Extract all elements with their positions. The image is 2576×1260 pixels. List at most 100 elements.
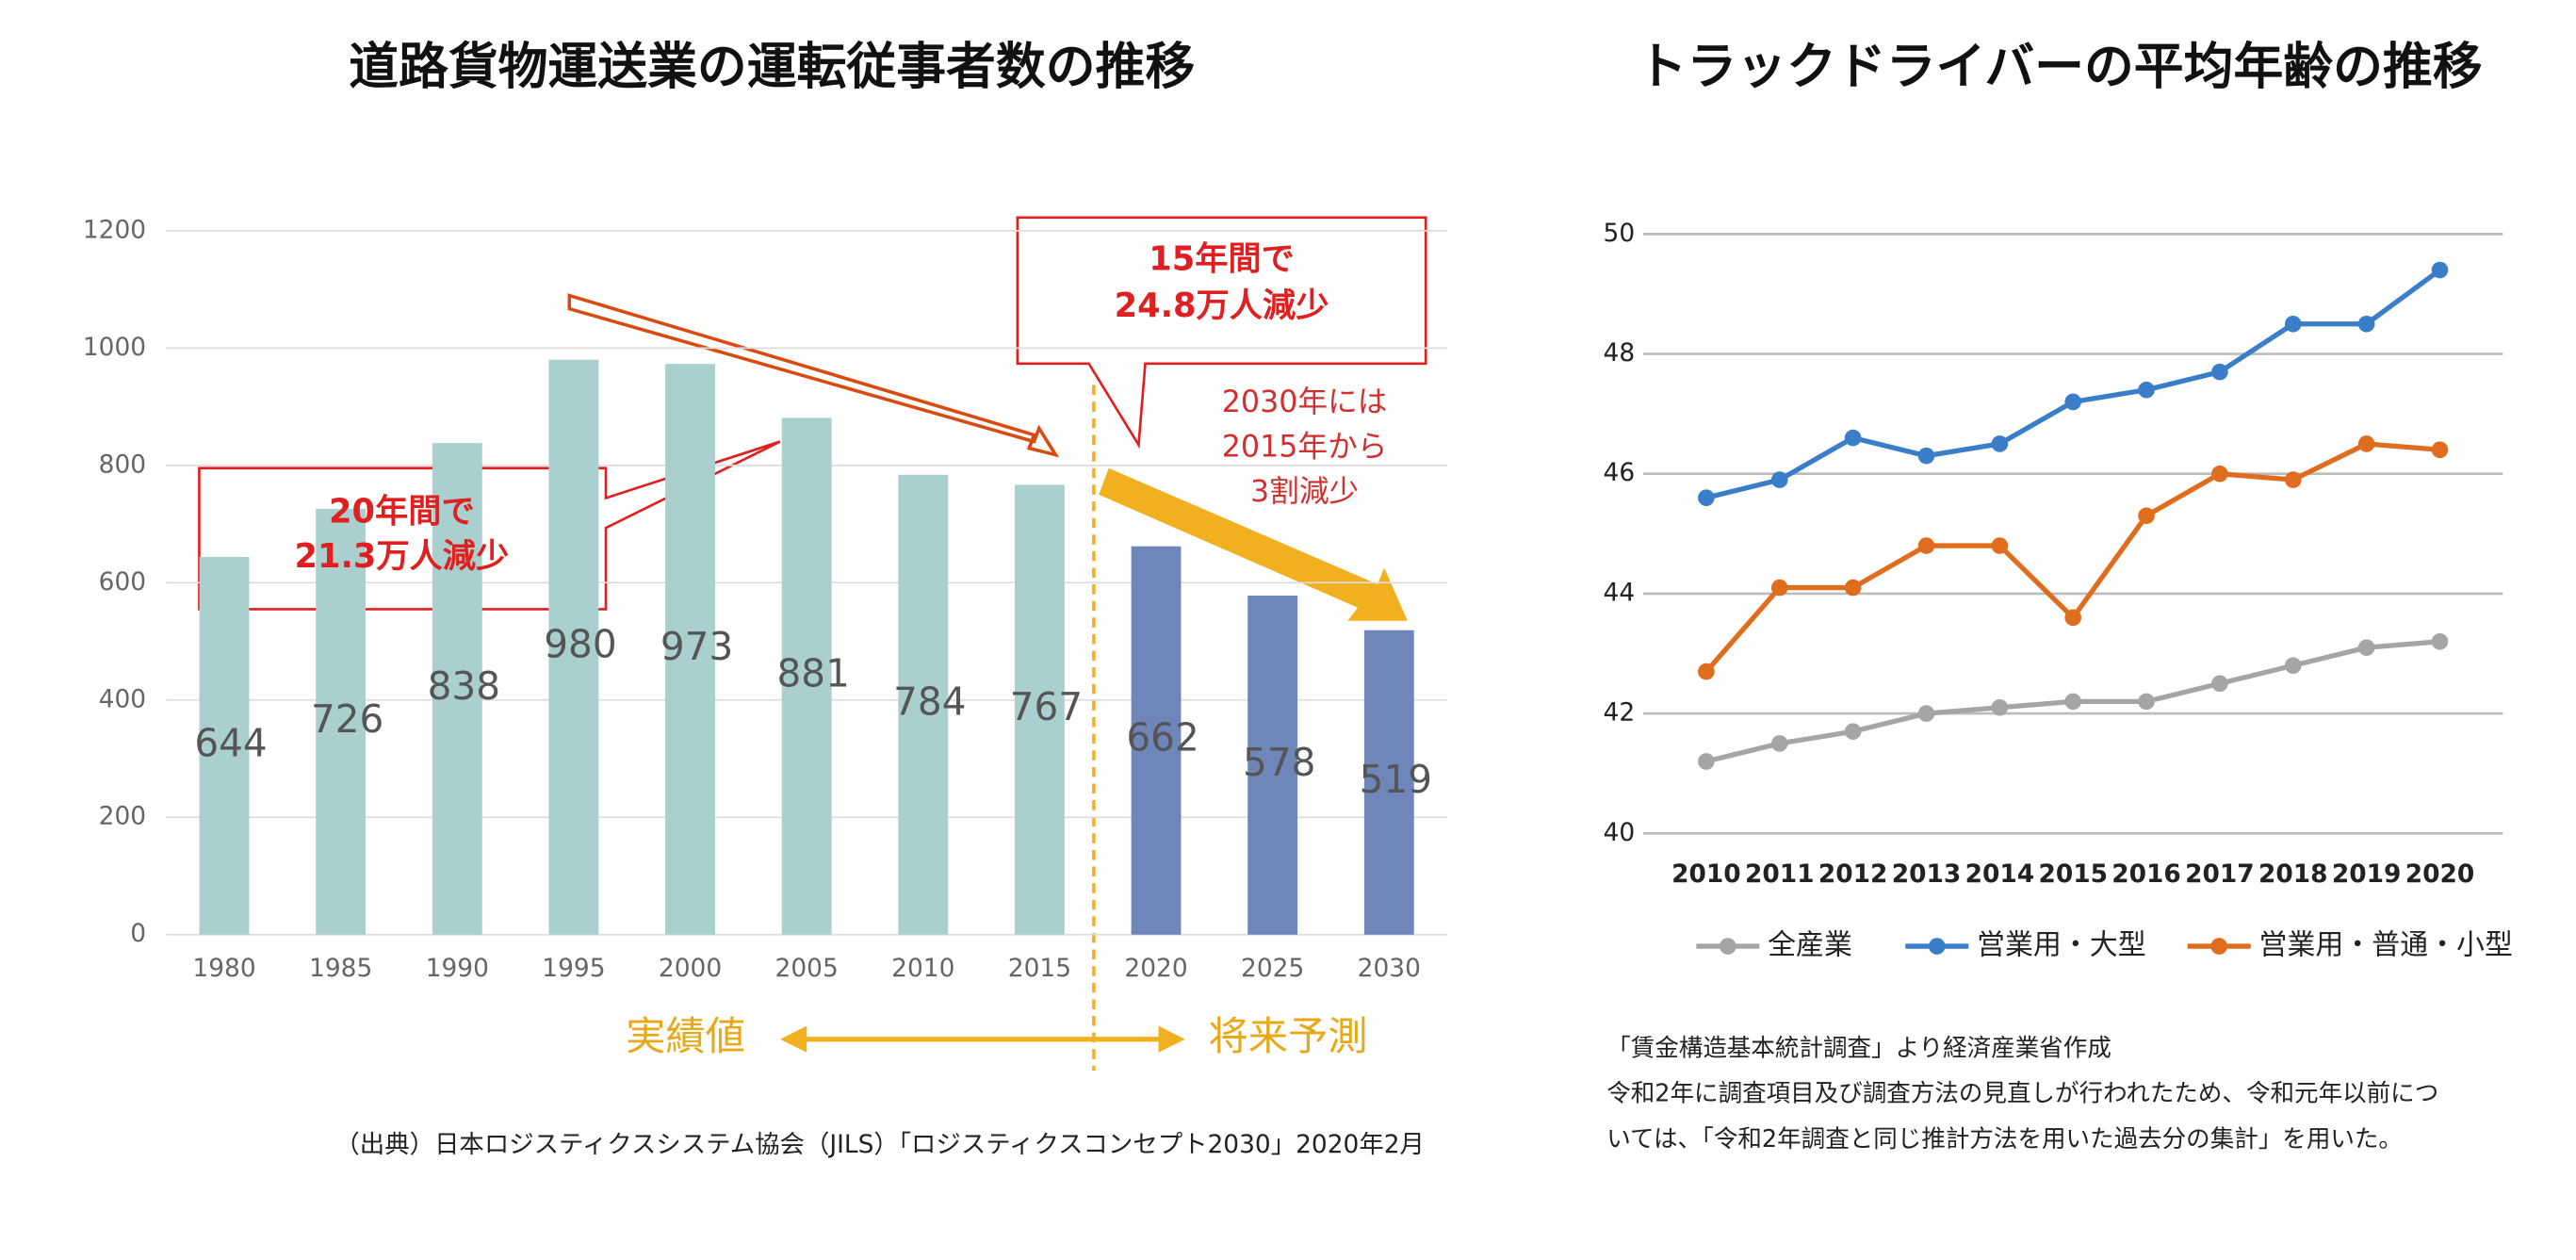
x-tick-label: 2016 [2111,859,2180,889]
bar [1014,484,1065,935]
value-label: 644 [194,720,267,765]
y-tick-label: 42 [1604,698,1636,728]
x-tick-label: 2017 [2185,859,2255,889]
x-tick-label: 2020 [2405,859,2475,889]
point [2211,363,2228,381]
value-label: 726 [311,696,383,742]
point [2431,632,2449,650]
point [1844,429,1862,447]
point [2431,261,2449,279]
x-tick-label: 2014 [1965,859,2035,889]
point [2064,393,2082,411]
point [2138,693,2155,711]
bar [898,474,949,935]
point [1770,579,1788,597]
value-label: 767 [1010,684,1083,729]
x-tick-label: 2019 [2332,859,2401,889]
point [1917,705,1935,722]
bar [1363,630,1414,935]
bar [316,508,367,935]
point [2284,657,2302,675]
y-tick-label: 50 [1604,219,1636,248]
value-label: 784 [893,679,966,725]
note: 「賃金構造基本統計調査」より経済産業省作成 [1606,1034,2111,1062]
bar [199,556,250,935]
x-tick-label: 2012 [1818,859,1888,889]
value-label: 980 [544,622,616,667]
x-tick-label: 2000 [659,954,722,983]
bar [1131,546,1182,935]
point [1991,537,2009,554]
x-tick-label: 1985 [309,954,372,983]
y-tick-label: 48 [1604,338,1636,368]
point [2211,675,2228,693]
value-label: 973 [660,624,733,669]
y-tick-label: 1200 [83,215,146,244]
legend-label: 営業用・大型 [1977,929,2146,962]
annotation: 3割減少 [1250,475,1359,509]
callout-box [1016,216,1427,450]
note: いては、「令和2年調査と同じ推計方法を用いた過去分の集計」を用いた。 [1606,1125,2403,1154]
point [1991,435,2009,452]
hollow-arrow [567,293,1060,458]
y-tick-label: 400 [99,684,146,713]
point [1991,698,2009,716]
y-tick-label: 0 [130,919,146,948]
x-tick-label: 2015 [2038,859,2108,889]
x-tick-label: 2005 [775,954,839,983]
y-tick-label: 40 [1604,818,1636,847]
point [1844,579,1862,597]
x-tick-label: 2030 [1358,954,1421,983]
y-tick-label: 1000 [83,333,146,362]
legend-label: 全産業 [1768,929,1852,962]
x-tick-label: 1990 [426,954,489,983]
x-tick-label: 2025 [1241,954,1304,983]
point [1917,537,1935,554]
point [1698,663,1715,680]
x-tick-label: 2020 [1124,954,1187,983]
value-label: 838 [428,663,500,709]
bar [548,359,599,935]
y-tick-label: 800 [99,450,146,479]
point [2431,441,2449,459]
arrow-head [1158,1025,1185,1053]
chart-title: 道路貨物運送業の運転従事者数の推移 [349,39,1195,96]
annotation: 将来予測 [1208,1013,1367,1059]
point [2284,471,2302,488]
legend-marker [1928,938,1946,955]
x-tick-label: 1980 [192,954,255,983]
point [1770,735,1788,752]
y-tick-label: 200 [99,802,146,831]
value-label: 578 [1243,740,1315,785]
point [2211,465,2228,483]
point [1917,447,1935,465]
point [2064,609,2082,627]
note: 令和2年に調査項目及び調査方法の見直しが行われたため、令和元年以前につ [1606,1080,2438,1108]
x-tick-label: 2015 [1008,954,1071,983]
bar [665,364,715,935]
value-label: 662 [1126,715,1198,761]
value-label: 519 [1360,757,1432,802]
annotation: 2015年から [1222,431,1388,465]
point [2138,381,2155,399]
annotation: 20年間で [329,492,475,531]
y-tick-label: 600 [99,567,146,597]
point [2357,315,2375,333]
point [1698,753,1715,770]
point [1770,471,1788,488]
chart-title: トラックドライバーの平均年齢の推移 [1638,39,2483,96]
bar [781,417,832,935]
point [2064,693,2082,711]
annotation: 2030年には [1222,385,1388,419]
x-tick-label: 2010 [1671,859,1741,889]
annotation: 実績値 [626,1013,745,1059]
source: （出典）日本ロジスティクスシステム協会（JILS）「ロジスティクスコンセプト20… [334,1130,1425,1159]
point [2138,507,2155,525]
bar [1247,595,1298,935]
y-tick-label: 44 [1604,578,1636,607]
legend-marker [2210,938,2228,955]
y-tick-label: 46 [1604,458,1636,487]
point [2357,639,2375,656]
point [1698,489,1715,506]
